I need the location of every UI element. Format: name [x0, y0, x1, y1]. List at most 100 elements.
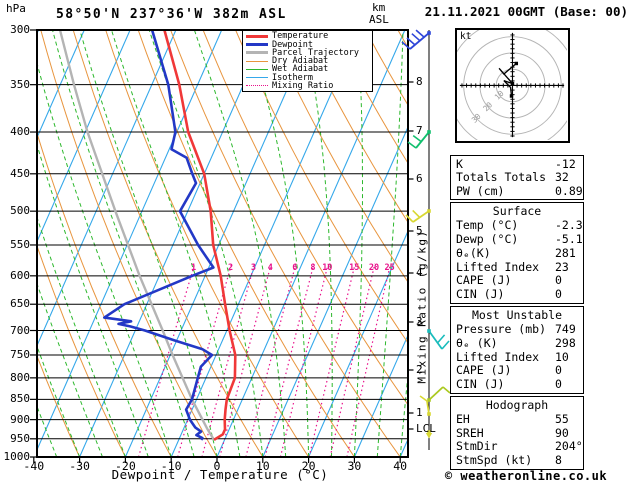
table-row-label: Temp (°C) [456, 218, 519, 233]
hodograph-trace [498, 62, 517, 97]
table-row-value: -12 [555, 156, 576, 171]
wind-barb [419, 395, 431, 416]
legend-swatch [246, 43, 268, 46]
pressure-tick-label: 300 [10, 23, 30, 36]
pressure-tick-label: 850 [10, 392, 30, 406]
mixing-ratio-value: 2 [227, 263, 234, 273]
table-row-label: θₑ(K) [456, 245, 491, 260]
table-row-label: CAPE (J) [456, 273, 512, 288]
table-section: Surface Temp (°C) -2.3 Dewp (°C) -5.1 θₑ(K) 28… [450, 202, 584, 305]
table-row-value: -2.3 [555, 218, 583, 233]
pressure-tick-label: 900 [10, 412, 30, 426]
table-row: StmDir 204° [451, 440, 583, 453]
legend-item: Temperature [243, 31, 372, 42]
table-row-label: Dewp (°C) [456, 231, 519, 246]
table-row: θₑ (K) 298 [451, 335, 583, 350]
wind-barb [425, 430, 433, 439]
pressure-tick-label: 550 [10, 237, 30, 251]
temp-tick-label: 20 [301, 459, 316, 473]
table-section: Most Unstable Pressure (mb) 749 θₑ (K) 298 Li… [450, 306, 584, 395]
mixing-ratio-value: 4 [267, 263, 273, 273]
temp-tick-label: -40 [23, 459, 45, 473]
legend-swatch [246, 60, 268, 62]
mixing-ratio-value: 20 [368, 263, 380, 273]
wind-barb [407, 130, 431, 149]
table-row: PW (cm) 0.89 [451, 183, 583, 198]
table-row-value: 32 [555, 170, 569, 185]
hodograph-unit-label: kt [460, 31, 472, 42]
mixing-ratio-value: 1 [190, 263, 197, 273]
legend-label: Wet Adiabat [272, 64, 329, 75]
legend-label: Temperature [272, 31, 329, 42]
temperature-curve [163, 30, 237, 442]
km-tick-label: 4 [416, 266, 423, 279]
table-row-value: 8 [555, 453, 562, 468]
table-row-value: 749 [555, 322, 576, 337]
table-row-value: 0 [555, 363, 562, 378]
table-row-label: Totals Totals [456, 170, 547, 185]
pressure-axis-unit: hPa [6, 2, 26, 15]
pressure-tick-label: 750 [10, 347, 30, 361]
table-row-value: 281 [555, 245, 576, 260]
legend-label: Mixing Ratio [272, 80, 334, 91]
table-row-value: 10 [555, 349, 569, 364]
table-row: θₑ(K) 281 [451, 245, 583, 260]
table-row-value: -5.1 [555, 231, 583, 246]
wind-barb [405, 209, 431, 223]
table-row-label: Lifted Index [456, 259, 540, 274]
parcel-trajectory-curve [58, 30, 216, 441]
table-row-value: 0.89 [555, 183, 583, 198]
km-axis-unit: km [372, 1, 386, 14]
table-row-value: 0 [555, 273, 562, 288]
km-tick-label: 7 [416, 124, 423, 137]
km-tick-label: 3 [416, 315, 423, 328]
table-row: Lifted Index 10 [451, 349, 583, 364]
table-row-label: StmDir [456, 439, 498, 454]
temp-tick-label: -20 [115, 459, 136, 473]
legend: Temperature Dewpoint Parcel Trajectory Dry … [242, 30, 373, 92]
table-row-value: 90 [555, 425, 569, 440]
legend-item: Mixing Ratio [243, 82, 372, 90]
table-row-label: K [456, 156, 463, 171]
table-row: SREH 90 [451, 425, 583, 440]
table-row-value: 0 [555, 377, 562, 392]
table-section-header: Most Unstable [471, 308, 562, 323]
pressure-tick-label: 350 [10, 77, 30, 91]
table-section-header: Surface [492, 204, 542, 219]
legend-item: Dewpoint [243, 39, 372, 50]
km-tick-label: 5 [416, 224, 423, 237]
legend-swatch [246, 68, 268, 70]
table-row-label: SREH [456, 425, 484, 440]
watermark-link: © weatheronline.co.uk [444, 469, 608, 483]
table-row-label: θₑ (K) [456, 335, 498, 350]
table-row: Dewp (°C) -5.1 [451, 231, 583, 246]
km-tick-label: 1 [416, 406, 423, 419]
table-row: EH 55 [451, 412, 583, 426]
legend-swatch [246, 77, 268, 78]
km-tick-label: 6 [416, 172, 423, 185]
table-row-label: CAPE (J) [456, 363, 512, 378]
pressure-tick-label: 450 [10, 166, 30, 180]
legend-label: Dewpoint [272, 39, 313, 50]
temp-tick-label: 0 [213, 459, 221, 473]
table-section: K -12 Totals Totals 32 PW (cm) 0.89 [450, 155, 584, 201]
legend-swatch [246, 51, 268, 55]
legend-label: Parcel Trajectory [272, 47, 359, 58]
wind-barb [401, 29, 431, 50]
mixing-ratio-value: 15 [349, 263, 360, 273]
temp-tick-label: -30 [69, 459, 90, 473]
pressure-tick-label: 600 [10, 268, 30, 282]
table-row: Temp (°C) -2.3 [451, 219, 583, 232]
legend-item: Isotherm [243, 73, 372, 82]
legend-swatch [246, 85, 268, 87]
table-row-label: PW (cm) [456, 183, 505, 198]
table-row: CIN (J) 0 [451, 378, 583, 391]
pressure-tick-label: 400 [10, 125, 30, 139]
table-row-label: Pressure (mb) [456, 322, 547, 337]
table-row-value: 298 [555, 335, 576, 350]
table-section: Hodograph EH 55 SREH 90 StmDir 204° StmSpd (kt)… [450, 396, 584, 470]
table-row-label: CIN (J) [456, 287, 505, 302]
x-axis-title: Dewpoint / Temperature (°C) [111, 467, 329, 482]
